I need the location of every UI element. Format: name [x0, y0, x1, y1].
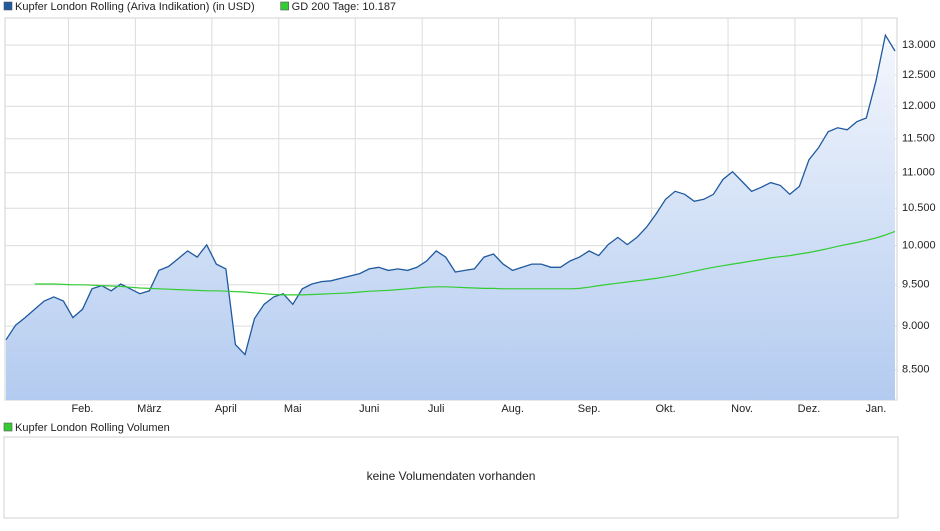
x-tick-label: April	[215, 403, 237, 415]
y-tick-label: 9.500	[902, 279, 930, 291]
x-tick-label: März	[137, 403, 161, 415]
volume-panel	[3, 436, 899, 519]
x-tick-label: Dez.	[798, 403, 821, 415]
legend-swatch	[3, 1, 13, 11]
y-tick-label: 11.000	[902, 167, 935, 179]
legend-label: Kupfer London Rolling (Ariva Indikation)…	[15, 1, 255, 13]
y-tick-label: 11.500	[902, 133, 935, 145]
legend: Kupfer London Rolling (Ariva Indikation)…	[3, 1, 396, 13]
x-tick-label: Feb.	[71, 403, 93, 415]
legend-swatch	[280, 1, 289, 11]
x-tick-label: Sep.	[578, 403, 601, 415]
y-tick-label: 8.500	[902, 364, 930, 376]
line	[5, 33, 896, 356]
x-tick-label: Mai	[284, 403, 302, 415]
x-tick-label: Aug.	[501, 403, 524, 415]
volume-legend: Kupfer London Rolling Volumen	[15, 422, 170, 434]
y-tick-label: 10.500	[902, 202, 936, 214]
x-tick-label: Juli	[428, 403, 445, 415]
y-tick-label: 9.000	[902, 320, 930, 332]
area	[6, 35, 895, 400]
y-tick-label: 10.000	[902, 239, 936, 251]
x-tick-label: Nov.	[731, 403, 753, 415]
volume-legend-swatch	[3, 422, 13, 432]
y-tick-label: 12.500	[902, 69, 936, 81]
marks	[5, 33, 896, 400]
legend-label: GD 200 Tage: 10.187	[292, 1, 396, 13]
y-tick-label: 12.000	[902, 100, 936, 112]
x-tick-label: Juni	[359, 403, 379, 415]
y-tick-label: 13.000	[902, 39, 936, 51]
volume-message: keine Volumendaten vorhanden	[367, 469, 536, 483]
line	[34, 230, 896, 296]
x-tick-label: Okt.	[655, 403, 675, 415]
x-tick-label: Jan.	[865, 403, 886, 415]
